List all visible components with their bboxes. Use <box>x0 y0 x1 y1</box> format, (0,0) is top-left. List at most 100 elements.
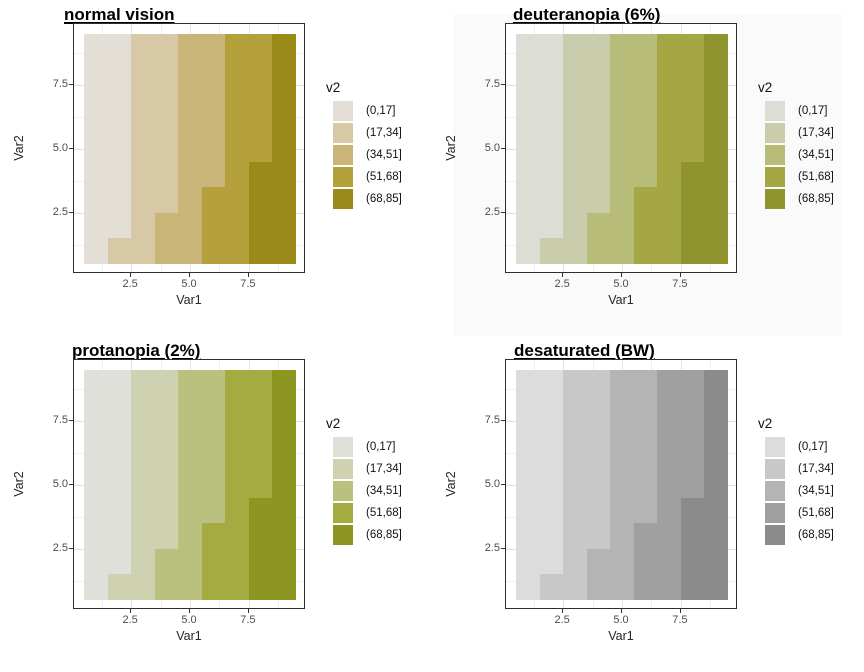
tile <box>201 370 226 396</box>
legend-label: (17,34] <box>366 127 402 139</box>
quadrant-desaturated-bw: desaturated (BW) 2.5 2.5 5.0 5.0 7.5 7.5 Var1 Va… <box>432 336 864 672</box>
x-axis-tick-label: 2.5 <box>554 278 570 290</box>
tile <box>154 421 179 447</box>
tile <box>680 212 705 239</box>
tile <box>248 548 273 575</box>
legend-key <box>765 437 785 457</box>
tile <box>610 187 634 213</box>
tile <box>272 446 296 473</box>
legend-title: v2 <box>758 80 773 95</box>
tile <box>107 574 132 600</box>
tile <box>154 472 179 498</box>
tile <box>539 446 564 473</box>
x-axis-title: Var1 <box>176 629 202 643</box>
y-axis-tick-label: 2.5 <box>484 205 500 218</box>
tile <box>272 136 296 162</box>
tile <box>225 497 249 524</box>
x-axis-tick <box>562 609 564 613</box>
tile <box>131 110 155 137</box>
plot-panel <box>505 359 737 609</box>
tile <box>704 136 728 162</box>
tile <box>225 34 249 60</box>
tile <box>657 523 681 549</box>
tile <box>610 238 634 264</box>
x-axis-tick-label: 5.0 <box>613 278 629 290</box>
tile <box>539 161 564 188</box>
tile <box>563 395 587 422</box>
tile <box>225 110 249 137</box>
tile <box>178 548 202 575</box>
tile <box>610 472 634 498</box>
tile <box>225 472 249 498</box>
tile <box>633 370 658 396</box>
legend-key <box>333 525 353 545</box>
tile <box>178 161 202 188</box>
tile <box>633 523 658 549</box>
tile <box>633 85 658 111</box>
tile <box>248 421 273 447</box>
y-axis-tick <box>69 420 73 422</box>
tile <box>248 161 273 188</box>
tile <box>248 370 273 396</box>
tile <box>704 472 728 498</box>
tile <box>248 136 273 162</box>
tile <box>680 574 705 600</box>
tile <box>586 446 611 473</box>
tile <box>201 395 226 422</box>
tile <box>84 187 108 213</box>
tile <box>154 85 179 111</box>
tile <box>248 59 273 86</box>
tile <box>178 446 202 473</box>
tile <box>680 395 705 422</box>
tile <box>178 212 202 239</box>
legend-key <box>333 481 353 501</box>
legend-key <box>333 167 353 187</box>
tile <box>131 523 155 549</box>
y-axis-title: Var2 <box>12 471 26 497</box>
tile <box>680 136 705 162</box>
tile <box>107 497 132 524</box>
tile <box>131 472 155 498</box>
y-axis-tick-label: 2.5 <box>52 205 68 218</box>
tile <box>84 136 108 162</box>
tile <box>516 238 540 264</box>
tile <box>563 110 587 137</box>
tile <box>84 446 108 473</box>
tile <box>563 548 587 575</box>
x-axis-tick <box>679 273 681 277</box>
tile <box>680 548 705 575</box>
legend-label: (17,34] <box>366 463 402 475</box>
tile <box>272 395 296 422</box>
panel-title: normal vision <box>64 5 175 24</box>
tile <box>516 212 540 239</box>
tile <box>107 59 132 86</box>
legend-key <box>765 525 785 545</box>
x-axis-tick-label: 7.5 <box>672 278 688 290</box>
tile <box>201 497 226 524</box>
x-axis-tick-label: 5.0 <box>181 278 197 290</box>
tile <box>201 187 226 213</box>
tile <box>178 85 202 111</box>
tile <box>633 421 658 447</box>
y-axis-title: Var2 <box>444 135 458 161</box>
legend-label: (68,85] <box>366 193 402 205</box>
tile <box>657 497 681 524</box>
y-axis-title: Var2 <box>444 471 458 497</box>
y-axis-tick-label: 7.5 <box>52 414 68 427</box>
tile <box>516 110 540 137</box>
tile <box>657 85 681 111</box>
tile <box>563 574 587 600</box>
tile <box>248 85 273 111</box>
tile <box>563 497 587 524</box>
tile <box>272 421 296 447</box>
tile <box>131 59 155 86</box>
tile <box>84 59 108 86</box>
x-axis-tick <box>247 273 249 277</box>
x-axis-tick-label: 2.5 <box>554 614 570 626</box>
tile <box>178 187 202 213</box>
legend-label: (17,34] <box>798 127 834 139</box>
y-axis-tick <box>69 148 73 149</box>
tile <box>516 136 540 162</box>
tile <box>704 548 728 575</box>
legend-key <box>765 481 785 501</box>
